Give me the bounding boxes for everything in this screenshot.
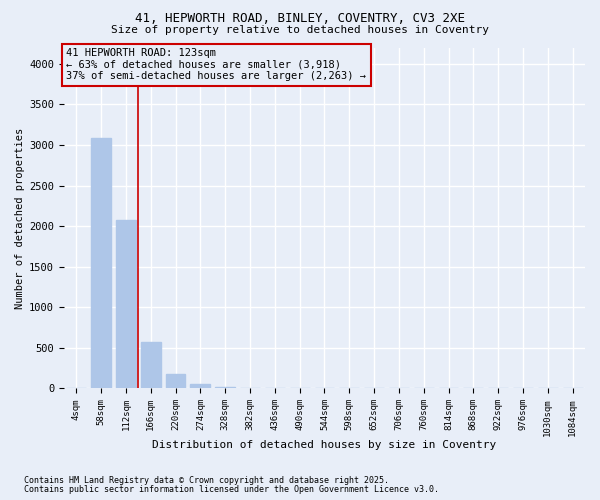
Bar xyxy=(190,384,210,388)
Bar xyxy=(91,138,111,388)
Y-axis label: Number of detached properties: Number of detached properties xyxy=(15,128,25,308)
Text: 41 HEPWORTH ROAD: 123sqm
← 63% of detached houses are smaller (3,918)
37% of sem: 41 HEPWORTH ROAD: 123sqm ← 63% of detach… xyxy=(67,48,367,82)
X-axis label: Distribution of detached houses by size in Coventry: Distribution of detached houses by size … xyxy=(152,440,497,450)
Bar xyxy=(215,387,235,388)
Text: Contains public sector information licensed under the Open Government Licence v3: Contains public sector information licen… xyxy=(24,485,439,494)
Bar xyxy=(166,374,185,388)
Bar xyxy=(141,342,161,388)
Text: Contains HM Land Registry data © Crown copyright and database right 2025.: Contains HM Land Registry data © Crown c… xyxy=(24,476,389,485)
Text: 41, HEPWORTH ROAD, BINLEY, COVENTRY, CV3 2XE: 41, HEPWORTH ROAD, BINLEY, COVENTRY, CV3… xyxy=(135,12,465,26)
Text: Size of property relative to detached houses in Coventry: Size of property relative to detached ho… xyxy=(111,25,489,35)
Bar xyxy=(116,220,136,388)
